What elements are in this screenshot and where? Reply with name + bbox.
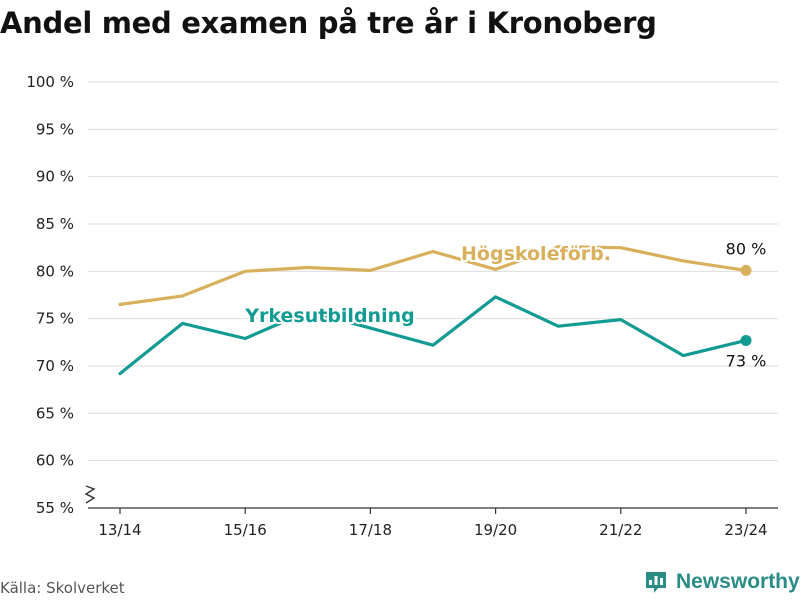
y-tick-label: 55 %: [36, 499, 74, 517]
x-tick-label: 19/20: [474, 521, 517, 539]
brand-logo: Newsworthy: [644, 570, 800, 594]
series-line: [118, 245, 748, 307]
y-tick-label: 80 %: [36, 262, 74, 280]
y-tick-label: 90 %: [36, 168, 74, 186]
y-tick-label: 65 %: [36, 404, 74, 422]
brand-name: Newsworthy: [676, 570, 800, 593]
y-tick-label: 70 %: [36, 357, 74, 375]
series-lines: [118, 245, 752, 376]
series-name-label: Högskoleförb.: [461, 243, 611, 265]
axis-break-icon: [84, 485, 96, 504]
line-chart: 55 % 60 % 65 % 70 % 75 % 80 % 85 % 90 % 95 % 100 …: [26, 73, 778, 539]
y-tick-label: 85 %: [36, 215, 74, 233]
series-end-label: 80 %: [726, 239, 767, 258]
x-tick-label: 13/14: [98, 521, 141, 539]
source-note: Källa: Skolverket: [0, 579, 125, 597]
y-tick-label: 100 %: [26, 73, 74, 91]
x-tick-label: 17/18: [349, 521, 392, 539]
grid-lines: [88, 81, 778, 462]
bar-chart-icon: [646, 572, 666, 593]
x-tick-label: 21/22: [599, 521, 642, 539]
series-end-point: [740, 264, 752, 276]
series-labels: Högskoleförb. 80 % Yrkesutbildning 73 %: [242, 239, 767, 370]
y-tick-label: 60 %: [36, 452, 74, 470]
chart-title: Andel med examen på tre år i Kronoberg: [0, 6, 657, 40]
x-axis-ticks: 13/14 15/16 17/18 19/20 21/22 23/24: [98, 508, 768, 539]
y-tick-label: 75 %: [36, 310, 74, 328]
x-tick-label: 23/24: [724, 521, 767, 539]
series-end-point: [740, 334, 752, 346]
series-name-label: Yrkesutbildning: [244, 305, 414, 327]
series-line: [118, 295, 748, 376]
x-tick-label: 15/16: [224, 521, 267, 539]
series-end-label: 73 %: [726, 351, 767, 370]
y-tick-label: 95 %: [36, 120, 74, 138]
y-axis-ticks: 55 % 60 % 65 % 70 % 75 % 80 % 85 % 90 % 95 % 100 …: [26, 73, 74, 517]
x-axis: [84, 485, 778, 509]
